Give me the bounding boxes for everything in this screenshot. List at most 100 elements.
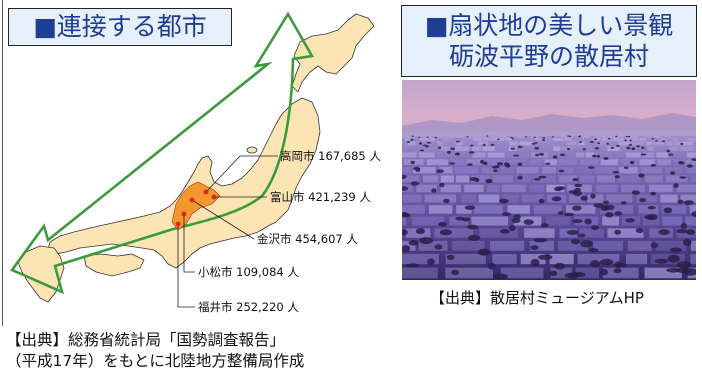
photo-tree-clump — [628, 135, 631, 138]
photo-field-patch — [621, 184, 645, 193]
photo-field-patch — [428, 136, 432, 138]
photo-tree-clump — [415, 228, 425, 235]
photo-tree-clump — [650, 191, 656, 196]
photo-tree-clump — [408, 240, 419, 246]
photo-field-patch — [650, 253, 685, 265]
photo-field-patch — [644, 175, 663, 183]
photo-field-patch — [508, 159, 527, 166]
photo-field-patch — [687, 152, 696, 158]
photo-tree-clump — [455, 140, 460, 143]
photo-tree-clump — [678, 161, 685, 165]
photo-tree-clump — [614, 211, 622, 216]
photo-tree-clump — [434, 244, 443, 250]
photo-field-patch — [550, 267, 573, 279]
photo-field-patch — [402, 253, 439, 265]
photo-tree-clump — [545, 162, 551, 165]
photo-field-patch — [558, 167, 574, 174]
photo-field-patch — [517, 136, 524, 138]
photo-tree-clump — [578, 141, 583, 143]
photo-tree-clump — [638, 173, 645, 178]
photo-field-patch — [627, 240, 652, 251]
photo-field-patch — [597, 175, 615, 183]
photo-tree-clump — [426, 141, 431, 144]
photo-tree-clump — [466, 136, 469, 138]
city-label-kanazawa: 金沢市 454,607 人 — [257, 232, 358, 246]
photo-tree-clump — [534, 147, 540, 150]
photo-field-patch — [553, 136, 558, 138]
city-name: 小松市 — [198, 265, 233, 279]
photo-field-patch — [652, 138, 660, 141]
right-title-line-2: 砺波平野の散居村 — [448, 42, 649, 71]
photo-tree-clump — [538, 152, 545, 156]
photo-field-patch — [513, 136, 517, 138]
photo-tree-clump — [591, 154, 597, 158]
photo-field-patch — [576, 167, 593, 174]
photo-field-patch — [566, 141, 577, 146]
city-dot-kanazawa — [189, 197, 195, 203]
photo-field-patch — [457, 136, 464, 138]
photo-tree-clump — [480, 159, 485, 164]
photo-field-patch — [529, 240, 554, 251]
photo-field-patch — [502, 194, 520, 203]
city-population-unit: 人 — [369, 149, 381, 163]
photo-field-patch — [646, 141, 653, 146]
photo-field-patch — [483, 138, 490, 141]
photo-field-patch — [478, 141, 488, 146]
photo-tree-clump — [540, 223, 549, 228]
photo-tree-clump — [578, 233, 586, 238]
photo-field-patch — [666, 141, 673, 146]
photo-tree-clump — [464, 205, 476, 210]
photo-tree-clump — [599, 258, 614, 266]
photo-field-patch — [689, 205, 696, 214]
photo-tree-clump — [655, 140, 658, 142]
photo-field-patch — [690, 253, 696, 265]
photo-field-patch — [496, 146, 507, 151]
photo-tree-clump — [590, 193, 596, 199]
city-population: 454,607 — [295, 232, 343, 246]
photo-field-patch — [514, 138, 522, 141]
photo-tree-clump — [564, 272, 579, 279]
photo-tree-clump — [402, 229, 408, 236]
photo-field-patch — [402, 136, 405, 138]
photo-field-patch — [661, 205, 686, 214]
photo-field-patch — [449, 136, 453, 138]
photo-tree-clump — [538, 175, 547, 179]
photo-field-patch — [453, 136, 457, 138]
photo-tree-clump — [591, 225, 600, 231]
photo-tree-clump — [467, 163, 473, 166]
photo-tree-clump — [439, 182, 445, 188]
photo-tree-clump — [535, 153, 540, 157]
photo-tree-clump — [593, 203, 605, 208]
photo-field-patch — [648, 184, 673, 193]
photo-tree-clump — [497, 162, 503, 166]
photo-field-patch — [458, 138, 465, 141]
photo-field-patch — [451, 159, 465, 166]
photo-field-patch — [482, 167, 498, 174]
photo-tree-clump — [454, 152, 461, 156]
photo-tree-clump — [402, 174, 407, 179]
photo-field-patch — [454, 167, 479, 174]
photo-tree-clump — [402, 212, 411, 218]
photo-tree-clump — [605, 212, 614, 218]
photo-field-patch — [432, 136, 437, 138]
photo-tree-clump — [594, 147, 600, 150]
photo-tree-clump — [679, 176, 687, 179]
photo-field-patch — [454, 146, 470, 151]
leader-line-takaoka — [205, 155, 278, 193]
photo-field-patch — [595, 167, 616, 174]
photo-tree-clump — [542, 139, 546, 141]
photo-tree-clump — [691, 211, 696, 217]
photo-field-patch — [411, 216, 445, 226]
photo-field-patch — [685, 216, 696, 226]
photo-tree-clump — [468, 151, 475, 154]
photo-tree-clump — [629, 139, 632, 142]
photo-field-patch — [550, 152, 564, 158]
photo-field-patch — [461, 194, 477, 203]
photo-tree-clump — [552, 155, 558, 159]
photo-field-patch — [657, 159, 672, 166]
photo-field-patch — [628, 136, 634, 138]
photo-field-patch — [524, 136, 531, 138]
photo-field-patch — [422, 136, 428, 138]
photo-field-patch — [534, 141, 542, 146]
photo-tree-clump — [530, 245, 539, 251]
